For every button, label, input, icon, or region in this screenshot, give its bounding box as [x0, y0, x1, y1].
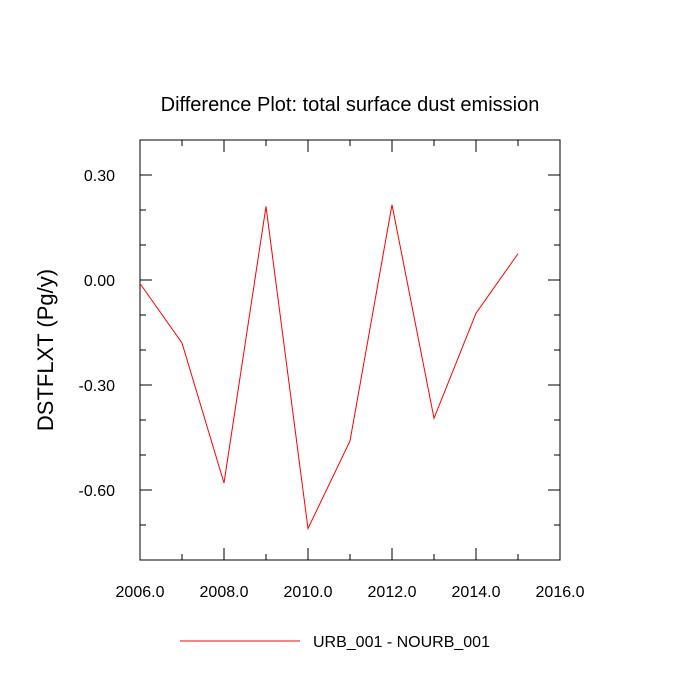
chart-title: Difference Plot: total surface dust emis… — [161, 94, 540, 116]
x-tick-label: 2012.0 — [368, 584, 417, 601]
y-tick-label: 0.00 — [84, 273, 115, 290]
x-tick-label: 2008.0 — [200, 584, 249, 601]
series-layer — [139, 204, 519, 531]
y-axis-label: DSTFLXT (Pg/y) — [33, 269, 58, 431]
x-tick-label: 2014.0 — [452, 584, 501, 601]
x-tick-label: 2016.0 — [536, 584, 585, 601]
y-tick-label: 0.30 — [84, 168, 115, 185]
plot-frame — [139, 139, 561, 561]
ticks-layer: 2006.0 2008.0 2010.0 2012.0 2014.0 2016.0 0.30… — [79, 140, 585, 601]
legend-label: URB_001 - NOURB_001 — [313, 634, 490, 651]
x-tick-label: 2006.0 — [116, 584, 165, 601]
series-line — [139, 204, 519, 531]
y-tick-label: -0.60 — [79, 483, 116, 500]
x-tick-label: 2010.0 — [284, 584, 333, 601]
legend: URB_001 - NOURB_001 — [180, 634, 490, 651]
y-tick-label: -0.30 — [79, 378, 116, 395]
